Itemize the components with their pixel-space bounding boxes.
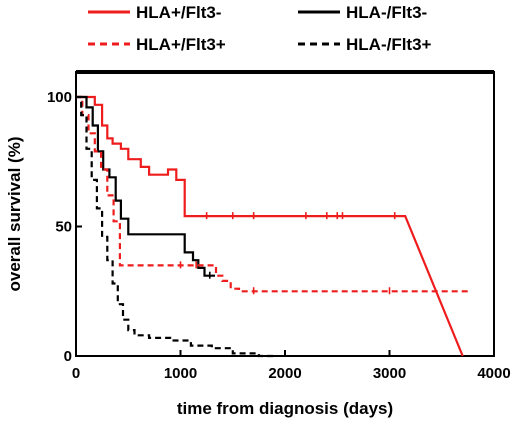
- x-axis-ticks: 0 1000 2000 3000 4000: [72, 350, 511, 382]
- series-line-hla-pos-flt3-pos: [76, 95, 470, 293]
- y-tick-label: 100: [47, 89, 72, 106]
- legend-item-hla-pos-flt3-neg: HLA+/Flt3-: [88, 3, 221, 22]
- y-tick-label: 0: [64, 348, 72, 365]
- legend-item-hla-pos-flt3-pos: HLA+/Flt3+: [88, 35, 226, 54]
- legend-label-hla-neg-flt3-neg: HLA-/Flt3-: [346, 3, 427, 22]
- x-axis-label: time from diagnosis (days): [177, 399, 393, 418]
- legend: HLA+/Flt3- HLA-/Flt3- HLA+/Flt3+ HLA-/Fl…: [88, 3, 432, 54]
- legend-label-hla-pos-flt3-neg: HLA+/Flt3-: [136, 3, 221, 22]
- series-layer: [76, 95, 470, 358]
- y-tick-label: 50: [55, 219, 72, 236]
- series-line-hla-pos-flt3-neg: [76, 95, 464, 357]
- legend-item-hla-neg-flt3-neg: HLA-/Flt3-: [298, 3, 427, 22]
- legend-item-hla-neg-flt3-pos: HLA-/Flt3+: [298, 35, 432, 54]
- series-hla-neg-flt3-neg: [76, 95, 215, 279]
- x-tick-label: 2000: [268, 365, 301, 382]
- series-line-hla-neg-flt3-pos: [76, 95, 275, 358]
- plot-frame: [75, 71, 495, 357]
- series-line-hla-neg-flt3-neg: [76, 95, 215, 277]
- legend-label-hla-neg-flt3-pos: HLA-/Flt3+: [346, 35, 432, 54]
- legend-label-hla-pos-flt3-pos: HLA+/Flt3+: [136, 35, 226, 54]
- series-hla-pos-flt3-pos: [76, 95, 470, 295]
- x-tick-label: 0: [72, 365, 80, 382]
- series-hla-pos-flt3-neg: [76, 95, 464, 357]
- x-tick-label: 4000: [477, 365, 510, 382]
- series-hla-neg-flt3-pos: [76, 95, 275, 358]
- x-tick-label: 1000: [164, 365, 197, 382]
- y-axis-label: overall survival (%): [5, 137, 24, 292]
- x-tick-label: 3000: [373, 365, 406, 382]
